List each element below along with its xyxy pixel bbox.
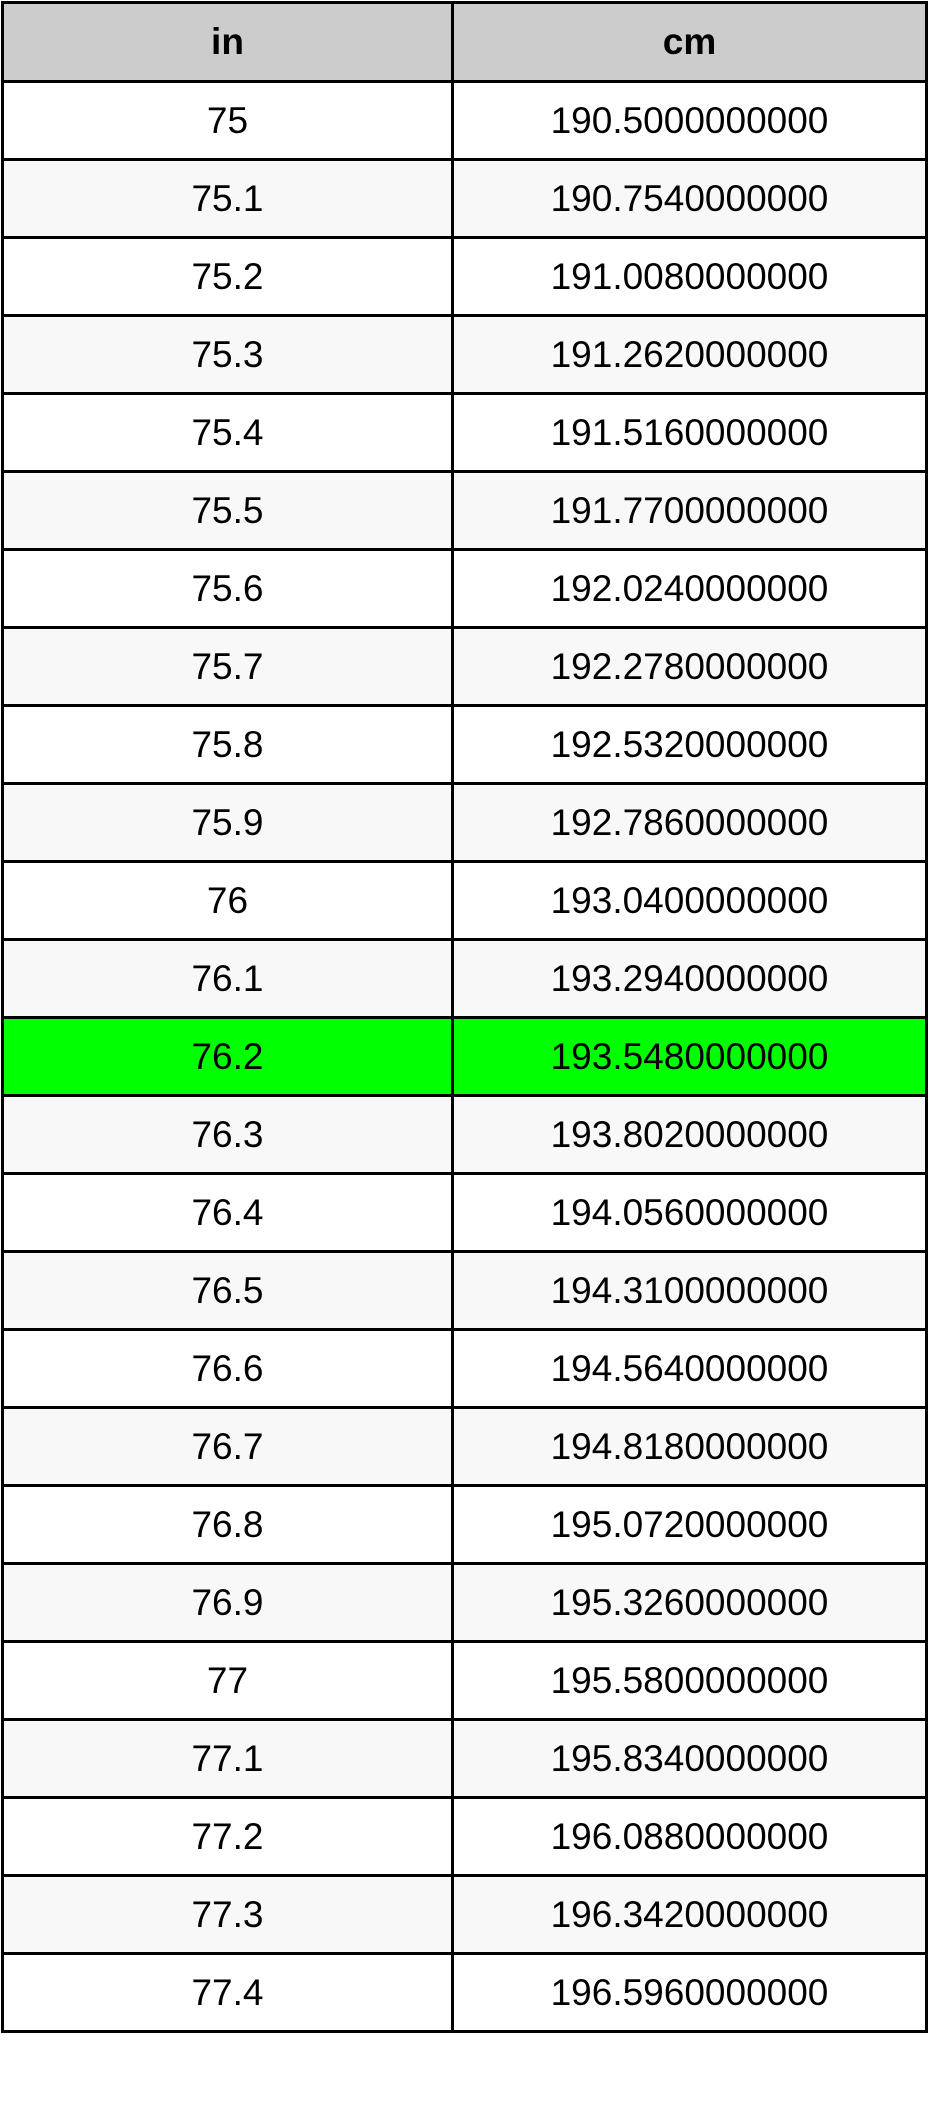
table-row: 77.4 196.5960000000 bbox=[1, 1952, 928, 2033]
table-row: 75 190.5000000000 bbox=[1, 80, 928, 161]
cell-cm: 190.7540000000 bbox=[451, 158, 928, 239]
cell-cm: 195.5800000000 bbox=[451, 1640, 928, 1721]
table-row: 75.3 191.2620000000 bbox=[1, 314, 928, 395]
cell-cm: 191.0080000000 bbox=[451, 236, 928, 317]
table-row: 77 195.5800000000 bbox=[1, 1640, 928, 1721]
cell-cm: 191.5160000000 bbox=[451, 392, 928, 473]
cell-in: 77.2 bbox=[1, 1796, 454, 1877]
cell-in: 75.1 bbox=[1, 158, 454, 239]
header-row: in cm bbox=[1, 1, 928, 83]
cell-cm: 196.5960000000 bbox=[451, 1952, 928, 2033]
cell-in: 76.2 bbox=[1, 1016, 454, 1097]
cell-in: 75.5 bbox=[1, 470, 454, 551]
cell-cm: 190.5000000000 bbox=[451, 80, 928, 161]
cell-cm: 195.3260000000 bbox=[451, 1562, 928, 1643]
cell-cm: 193.2940000000 bbox=[451, 938, 928, 1019]
table-row: 76.6 194.5640000000 bbox=[1, 1328, 928, 1409]
cell-in: 75.9 bbox=[1, 782, 454, 863]
cell-cm: 194.8180000000 bbox=[451, 1406, 928, 1487]
cell-in: 77 bbox=[1, 1640, 454, 1721]
table-row: 76.5 194.3100000000 bbox=[1, 1250, 928, 1331]
cell-cm: 193.0400000000 bbox=[451, 860, 928, 941]
table-row: 75.7 192.2780000000 bbox=[1, 626, 928, 707]
table-row: 76 193.0400000000 bbox=[1, 860, 928, 941]
table-row: 77.2 196.0880000000 bbox=[1, 1796, 928, 1877]
cell-cm: 195.0720000000 bbox=[451, 1484, 928, 1565]
cell-in: 75.3 bbox=[1, 314, 454, 395]
cell-in: 75 bbox=[1, 80, 454, 161]
cell-in: 77.3 bbox=[1, 1874, 454, 1955]
header-in: in bbox=[1, 1, 454, 83]
cell-in: 75.6 bbox=[1, 548, 454, 629]
cell-cm: 193.5480000000 bbox=[451, 1016, 928, 1097]
cell-cm: 192.7860000000 bbox=[451, 782, 928, 863]
table-row: 76.3 193.8020000000 bbox=[1, 1094, 928, 1175]
cell-cm: 193.8020000000 bbox=[451, 1094, 928, 1175]
cell-cm: 191.7700000000 bbox=[451, 470, 928, 551]
table-row: 75.6 192.0240000000 bbox=[1, 548, 928, 629]
table-row: 75.5 191.7700000000 bbox=[1, 470, 928, 551]
table-row: 76.8 195.0720000000 bbox=[1, 1484, 928, 1565]
table-row: 76.9 195.3260000000 bbox=[1, 1562, 928, 1643]
table-row: 77.3 196.3420000000 bbox=[1, 1874, 928, 1955]
cell-cm: 191.2620000000 bbox=[451, 314, 928, 395]
table-row: 76.1 193.2940000000 bbox=[1, 938, 928, 1019]
table-row: 75.1 190.7540000000 bbox=[1, 158, 928, 239]
table-row: 77.1 195.8340000000 bbox=[1, 1718, 928, 1799]
cell-cm: 195.8340000000 bbox=[451, 1718, 928, 1799]
cell-cm: 196.0880000000 bbox=[451, 1796, 928, 1877]
cell-cm: 192.0240000000 bbox=[451, 548, 928, 629]
cell-in: 76.9 bbox=[1, 1562, 454, 1643]
cell-in: 77.1 bbox=[1, 1718, 454, 1799]
cell-in: 75.2 bbox=[1, 236, 454, 317]
table-row: 75.2 191.0080000000 bbox=[1, 236, 928, 317]
cell-cm: 194.0560000000 bbox=[451, 1172, 928, 1253]
conversion-table: in cm 75 190.5000000000 75.1 190.7540000000… bbox=[1, 1, 928, 2033]
cell-cm: 192.2780000000 bbox=[451, 626, 928, 707]
cell-cm: 196.3420000000 bbox=[451, 1874, 928, 1955]
cell-in: 75.7 bbox=[1, 626, 454, 707]
cell-in: 75.4 bbox=[1, 392, 454, 473]
cell-in: 75.8 bbox=[1, 704, 454, 785]
cell-cm: 192.5320000000 bbox=[451, 704, 928, 785]
cell-in: 77.4 bbox=[1, 1952, 454, 2033]
cell-in: 76.1 bbox=[1, 938, 454, 1019]
table-row: 76.7 194.8180000000 bbox=[1, 1406, 928, 1487]
cell-in: 76.3 bbox=[1, 1094, 454, 1175]
cell-in: 76.6 bbox=[1, 1328, 454, 1409]
cell-in: 76.4 bbox=[1, 1172, 454, 1253]
cell-in: 76.8 bbox=[1, 1484, 454, 1565]
cell-in: 76.7 bbox=[1, 1406, 454, 1487]
cell-in: 76 bbox=[1, 860, 454, 941]
table-row: 75.8 192.5320000000 bbox=[1, 704, 928, 785]
cell-in: 76.5 bbox=[1, 1250, 454, 1331]
table-row: 75.4 191.5160000000 bbox=[1, 392, 928, 473]
table-row: 76.4 194.0560000000 bbox=[1, 1172, 928, 1253]
cell-cm: 194.5640000000 bbox=[451, 1328, 928, 1409]
header-cm: cm bbox=[451, 1, 928, 83]
table-row-highlighted: 76.2 193.5480000000 bbox=[1, 1016, 928, 1097]
table-row: 75.9 192.7860000000 bbox=[1, 782, 928, 863]
cell-cm: 194.3100000000 bbox=[451, 1250, 928, 1331]
